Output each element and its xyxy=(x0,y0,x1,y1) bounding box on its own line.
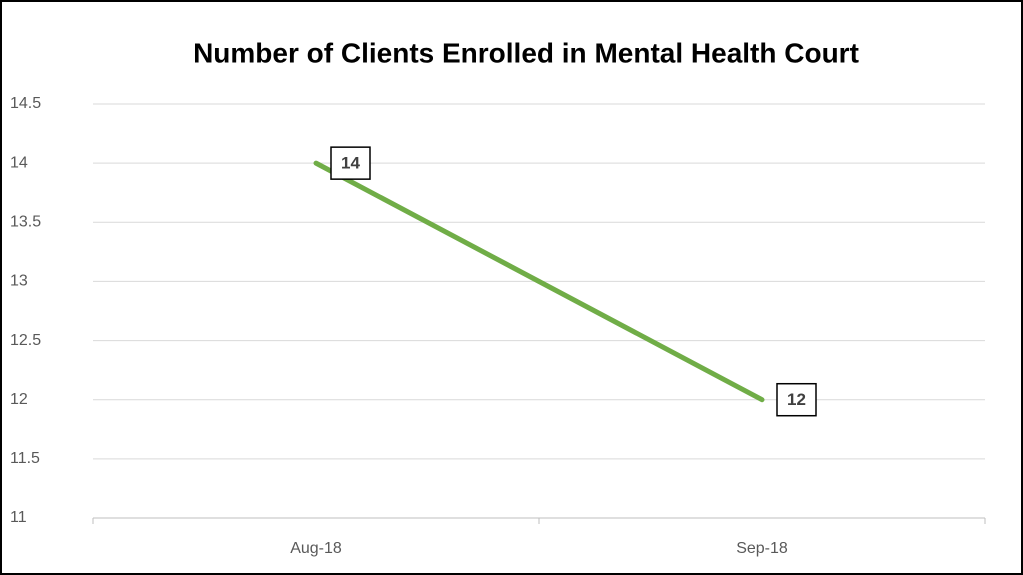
y-tick-label: 14.5 xyxy=(10,95,41,112)
y-tick-label: 13 xyxy=(10,273,28,290)
y-tick-label: 12 xyxy=(10,391,28,408)
y-tick-label: 12.5 xyxy=(10,332,41,349)
y-tick-label: 11 xyxy=(10,509,27,526)
x-tick-label: Sep-18 xyxy=(736,540,788,557)
chart-title: Number of Clients Enrolled in Mental Hea… xyxy=(193,37,859,68)
data-label-box xyxy=(330,146,371,180)
data-label: 14 xyxy=(341,154,360,173)
x-tick-label: Aug-18 xyxy=(290,540,342,557)
y-tick-label: 13.5 xyxy=(10,214,41,231)
y-tick-label: 11.5 xyxy=(10,450,40,467)
y-tick-label: 14 xyxy=(10,154,28,171)
data-label-box xyxy=(776,382,817,417)
data-label: 12 xyxy=(787,390,806,409)
line xyxy=(313,160,765,403)
